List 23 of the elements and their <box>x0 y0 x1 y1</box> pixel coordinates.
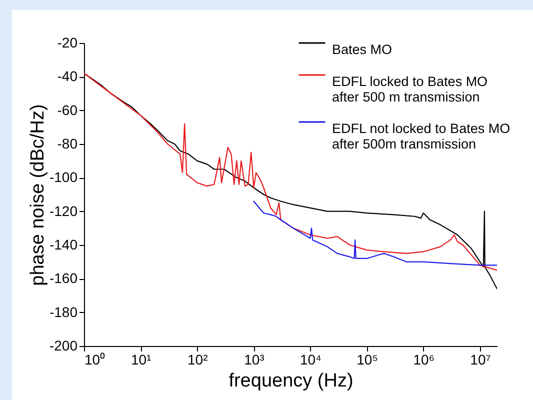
y-tick-label: -60 <box>57 102 78 118</box>
legend-label: EDFL locked to Bates MO after 500 m transmission <box>332 74 488 104</box>
legend-label: Bates MO <box>332 42 392 57</box>
x-tick-label: 10² <box>188 352 208 368</box>
y-tick-label: -200 <box>49 338 78 354</box>
x-tick-label: 10⁶ <box>413 352 435 368</box>
x-tick-label: 10¹ <box>130 352 152 368</box>
y-tick-label: -160 <box>49 270 78 286</box>
x-tick-label: 10⁵ <box>356 352 378 368</box>
x-tick-label: 10⁰ <box>84 352 106 368</box>
y-tick-label: -80 <box>57 136 78 152</box>
x-tick-label: 10³ <box>244 352 265 368</box>
y-tick-label: -140 <box>49 236 78 252</box>
x-tick-label: 10⁷ <box>470 352 491 368</box>
x-tick-label: 10⁴ <box>300 352 322 368</box>
y-tick-label: -120 <box>49 202 78 219</box>
x-axis-title: frequency (Hz) <box>228 370 354 392</box>
y-tick-label: -40 <box>57 68 78 84</box>
y-tick-label: -180 <box>49 304 78 320</box>
legend-label: EDFL not locked to Bates MO after 500m transmission <box>332 121 510 152</box>
y-tick-label: -100 <box>49 169 78 186</box>
y-tick-label: -20 <box>57 34 78 50</box>
y-axis-title: phase noise (dBc/Hz) <box>27 104 48 286</box>
